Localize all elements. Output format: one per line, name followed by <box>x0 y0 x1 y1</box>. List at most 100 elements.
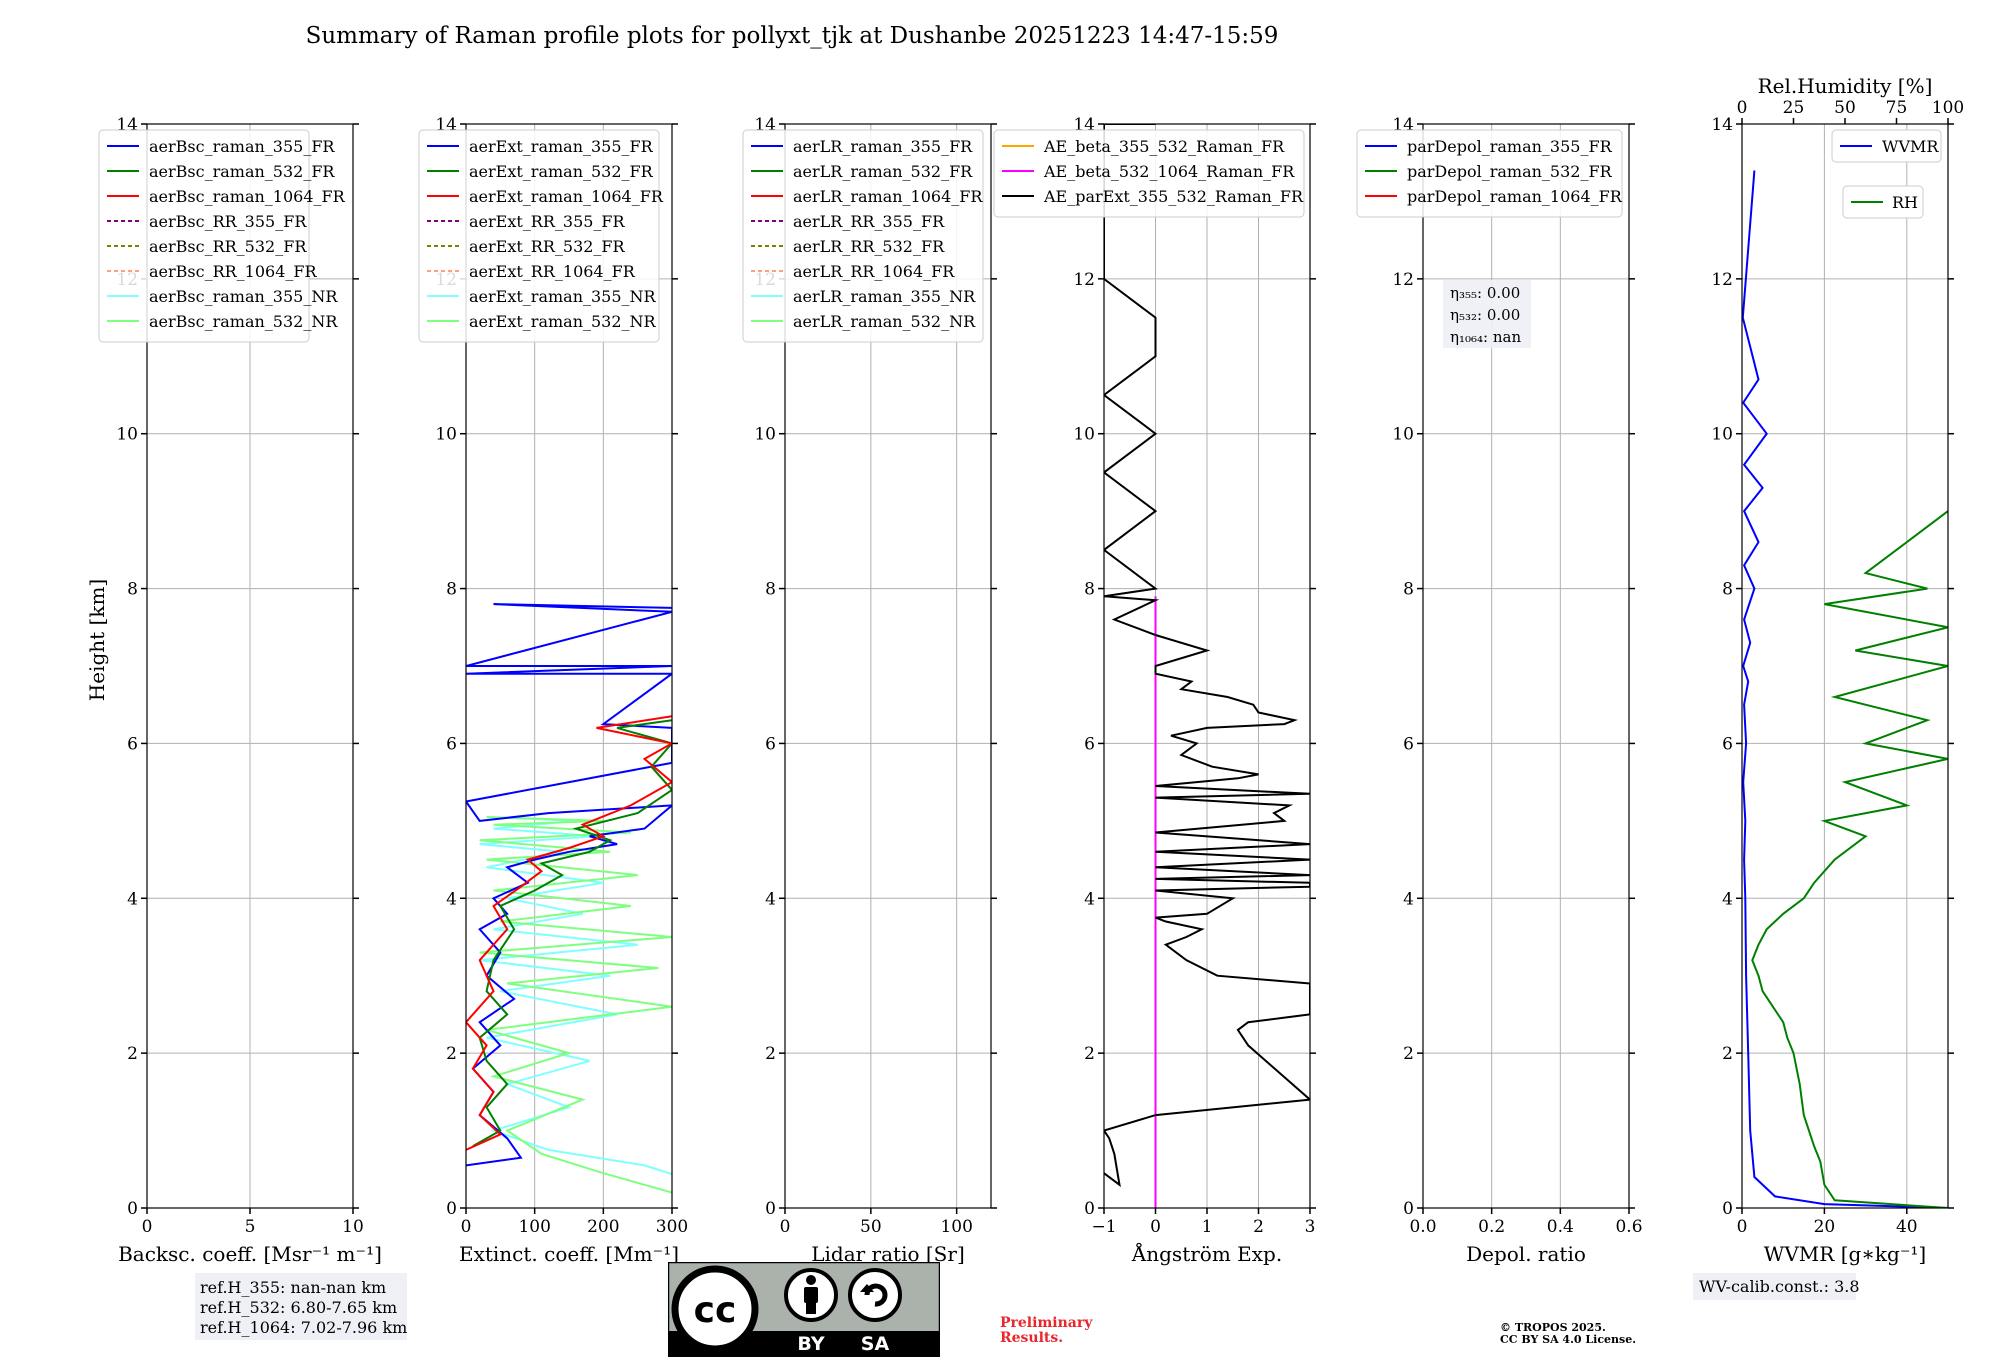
y-tick-label: 2 <box>1722 1044 1733 1064</box>
cc-circle-icon <box>671 1265 759 1353</box>
legend-label: aerBsc_RR_1064_FR <box>149 262 318 281</box>
legend-label: aerLR_raman_532_NR <box>793 312 976 331</box>
legend-ae: AE_beta_355_532_Raman_FR AE_beta_532_1064… <box>993 129 1305 218</box>
x-tick-label: 10 <box>342 1217 364 1237</box>
x-tick-label: 100 <box>518 1217 550 1237</box>
y-tick-label: 6 <box>127 734 138 754</box>
y-tick-label: 4 <box>1403 889 1414 909</box>
x-tick-label: 0 <box>1737 1217 1748 1237</box>
x-tick-label: 50 <box>860 1217 882 1237</box>
y-tick-label: 4 <box>1084 889 1095 909</box>
wv-calib-text: WV-calib.const.: 3.8 <box>1699 1277 1860 1296</box>
y-tick-label: 4 <box>127 889 138 909</box>
wv-calib-box: WV-calib.const.: 3.8 <box>1693 1273 1860 1300</box>
copyright-line-1: © TROPOS 2025. <box>1500 1321 1606 1334</box>
copyright-line-2: CC BY SA 4.0 License. <box>1500 1333 1636 1346</box>
legend-label: aerExt_raman_532_NR <box>469 312 657 331</box>
y-tick-label: 6 <box>1403 734 1414 754</box>
x-tick-label: 5 <box>245 1217 256 1237</box>
x-tick-label: 2 <box>1253 1217 1264 1237</box>
y-tick-label: 10 <box>435 425 457 445</box>
y-tick-label: 12 <box>1392 270 1414 290</box>
legend-label: WVMR <box>1882 137 1939 156</box>
y-tick-label: 4 <box>1722 889 1733 909</box>
x-tick-label: 100 <box>940 1217 972 1237</box>
y-tick-label: 10 <box>1392 425 1414 445</box>
ref-heights-box: ref.H_355: nan-nan km ref.H_532: 6.80-7.… <box>195 1273 407 1340</box>
series-RH <box>1751 510 1948 1208</box>
x-tick-label: 40 <box>1896 1217 1918 1237</box>
x-axis-label: WVMR [g∗kg⁻¹] <box>1764 1242 1926 1266</box>
x-tick-label: 0.4 <box>1547 1217 1574 1237</box>
legend-label: aerExt_RR_532_FR <box>469 237 626 256</box>
y-tick-label: 10 <box>1073 425 1095 445</box>
y-tick-label: 6 <box>1084 734 1095 754</box>
y-tick-label: 0 <box>1084 1199 1095 1219</box>
legend-label: aerLR_raman_355_NR <box>793 287 976 306</box>
legend-label: aerBsc_raman_355_NR <box>149 287 338 306</box>
legend-label: aerLR_raman_355_FR <box>793 137 973 156</box>
top-x-tick-label: 50 <box>1834 98 1856 118</box>
legend-label: aerBsc_RR_355_FR <box>149 212 307 231</box>
panel-ext: 024681012140100200300Extinct. coeff. [Mm… <box>418 115 688 1266</box>
series-aerExt_raman_532_NR <box>479 816 672 1194</box>
x-tick-label: 0 <box>1150 1217 1161 1237</box>
y-tick-label: 0 <box>765 1199 776 1219</box>
top-x-tick-label: 100 <box>1932 98 1964 118</box>
legend-label: AE_beta_355_532_Raman_FR <box>1043 137 1285 156</box>
legend-label: parDepol_raman_532_FR <box>1407 162 1613 181</box>
legend-frame <box>418 129 660 343</box>
legend-wvmr: WVMR <box>1831 129 1942 163</box>
sa-label: SA <box>861 1333 890 1355</box>
legend-label: aerLR_raman_532_FR <box>793 162 973 181</box>
x-axis-label: Backsc. coeff. [Msr⁻¹ m⁻¹] <box>118 1242 382 1266</box>
panel-bsc: 024681012140510Backsc. coeff. [Msr⁻¹ m⁻¹… <box>98 115 382 1266</box>
legend-label: aerExt_raman_532_FR <box>469 162 654 181</box>
legend-ext: aerExt_raman_355_FR aerExt_raman_532_FRae… <box>418 129 664 343</box>
y-tick-label: 8 <box>1403 580 1414 600</box>
legend-frame <box>1831 129 1942 163</box>
legend-frame <box>993 129 1305 218</box>
y-tick-label: 0 <box>1403 1199 1414 1219</box>
y-tick-label: 6 <box>765 734 776 754</box>
y-axis-label: Height [km] <box>85 579 109 701</box>
legend-label: parDepol_raman_355_FR <box>1407 137 1613 156</box>
x-tick-label: 3 <box>1305 1217 1316 1237</box>
by-person-icon <box>784 1268 838 1322</box>
cc-glyph: cc <box>694 1290 737 1331</box>
legend-label: parDepol_raman_1064_FR <box>1407 187 1623 206</box>
x-axis-label: Extinct. coeff. [Mm⁻¹] <box>459 1242 679 1266</box>
x-tick-label: 0 <box>142 1217 153 1237</box>
y-tick-label: 8 <box>446 580 457 600</box>
legend-label: RH <box>1892 193 1918 212</box>
preliminary-line-2: Results. <box>1000 1330 1063 1346</box>
x-tick-label: 0.6 <box>1615 1217 1642 1237</box>
x-tick-label: 0 <box>461 1217 472 1237</box>
legend-label: aerLR_RR_1064_FR <box>793 262 955 281</box>
legend-label: aerBsc_raman_355_FR <box>149 137 335 156</box>
legend-rh: RH <box>1842 185 1924 219</box>
y-tick-label: 6 <box>446 734 457 754</box>
x-tick-label: 1 <box>1202 1217 1213 1237</box>
eta-box: η₃₅₅: 0.00 η₅₃₂: 0.00 η₁₀₆₄: nan <box>1443 280 1531 348</box>
figure-title: Summary of Raman profile plots for polly… <box>306 23 1279 49</box>
top-x-tick-label: 75 <box>1886 98 1908 118</box>
by-label: BY <box>797 1333 824 1355</box>
y-tick-label: 4 <box>765 889 776 909</box>
top-x-tick-label: 25 <box>1783 98 1805 118</box>
y-tick-label: 12 <box>1711 270 1733 290</box>
y-tick-label: 2 <box>1403 1044 1414 1064</box>
top-x-tick-label: 0 <box>1737 98 1748 118</box>
y-tick-label: 0 <box>127 1199 138 1219</box>
ref-h-1064: ref.H_1064: 7.02-7.96 km <box>200 1318 407 1337</box>
series-WVMR <box>1742 170 1948 1208</box>
series-aerExt_raman_1064_FR <box>466 715 672 1151</box>
y-tick-label: 10 <box>116 425 138 445</box>
x-axis-label: Ångström Exp. <box>1131 1241 1282 1266</box>
eta-1064: η₁₀₆₄: nan <box>1450 328 1521 346</box>
legend-label: aerBsc_raman_532_FR <box>149 162 335 181</box>
panel-lr: 02468101214050100Lidar ratio [Sr]aerLR_r… <box>742 115 997 1266</box>
x-tick-label: −1 <box>1091 1217 1116 1237</box>
